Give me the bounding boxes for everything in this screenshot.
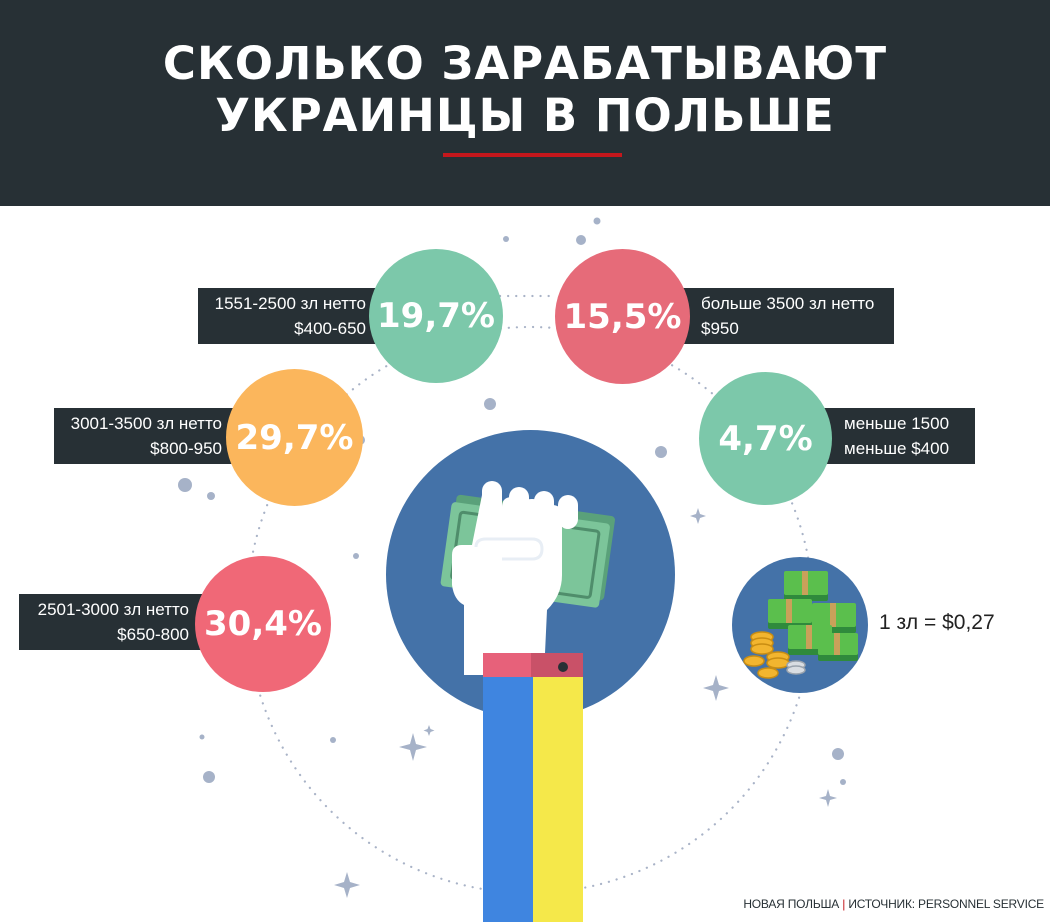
salary-label-2501-3000: 2501-3000 зл нетто $650-800 bbox=[19, 594, 211, 650]
percent-value: 15,5% bbox=[563, 296, 682, 337]
percent-circle-4-7: 4,7% bbox=[699, 372, 832, 505]
salary-label-3001-3500: 3001-3500 зл нетто $800-950 bbox=[54, 408, 244, 464]
footer-source: ИСТОЧНИК: PERSONNEL SERVICE bbox=[848, 897, 1044, 911]
salary-range: 1551-2500 зл нетто bbox=[214, 294, 366, 313]
percent-circle-15-5: 15,5% bbox=[555, 249, 690, 384]
exchange-rate-text: 1 зл = $0,27 bbox=[879, 611, 995, 634]
percent-circle-29-7: 29,7% bbox=[226, 369, 363, 506]
footer-brand: НОВАЯ ПОЛЬША bbox=[743, 897, 840, 911]
percent-circle-30-4: 30,4% bbox=[195, 556, 331, 692]
salary-label-under-1500: меньше 1500 меньше $400 bbox=[820, 408, 975, 464]
salary-range: 3001-3500 зл нетто bbox=[70, 414, 222, 433]
percent-circle-19-7: 19,7% bbox=[369, 249, 503, 383]
title-line-2: УКРАИНЦЫ В ПОЛЬШЕ bbox=[215, 89, 835, 142]
percent-value: 30,4% bbox=[204, 604, 322, 644]
money-circle bbox=[732, 557, 868, 693]
percent-value: 29,7% bbox=[235, 417, 354, 458]
title-underline bbox=[443, 153, 622, 157]
salary-usd: $800-950 bbox=[150, 439, 222, 458]
decorative-dots bbox=[178, 217, 846, 785]
salary-range: 2501-3000 зл нетто bbox=[37, 600, 189, 619]
title-line-1: СКОЛЬКО ЗАРАБАТЫВАЮТ bbox=[162, 37, 888, 90]
salary-usd: меньше $400 bbox=[844, 439, 950, 458]
sparkle-icon bbox=[334, 508, 837, 898]
salary-range: больше 3500 зл нетто bbox=[701, 294, 875, 313]
percent-value: 4,7% bbox=[718, 418, 813, 459]
salary-label-1551-2500: 1551-2500 зл нетто $400-650 bbox=[198, 288, 382, 344]
salary-range: меньше 1500 bbox=[844, 414, 950, 433]
salary-usd: $400-650 bbox=[294, 319, 366, 338]
money-stack-icon bbox=[743, 571, 858, 679]
salary-usd: $950 bbox=[701, 319, 739, 338]
footer-separator: | bbox=[842, 897, 846, 911]
salary-usd: $650-800 bbox=[117, 625, 189, 644]
fist-with-banknote-icon bbox=[440, 481, 615, 922]
header-banner: СКОЛЬКО ЗАРАБАТЫВАЮТ УКРАИНЦЫ В ПОЛЬШЕ bbox=[0, 0, 1050, 206]
page-title: СКОЛЬКО ЗАРАБАТЫВАЮТ УКРАИНЦЫ В ПОЛЬШЕ bbox=[0, 38, 1050, 142]
footer-credit: НОВАЯ ПОЛЬША | ИСТОЧНИК: PERSONNEL SERVI… bbox=[743, 897, 1044, 911]
percent-value: 19,7% bbox=[377, 296, 495, 336]
salary-label-over-3500: больше 3500 зл нетто $950 bbox=[676, 288, 894, 344]
